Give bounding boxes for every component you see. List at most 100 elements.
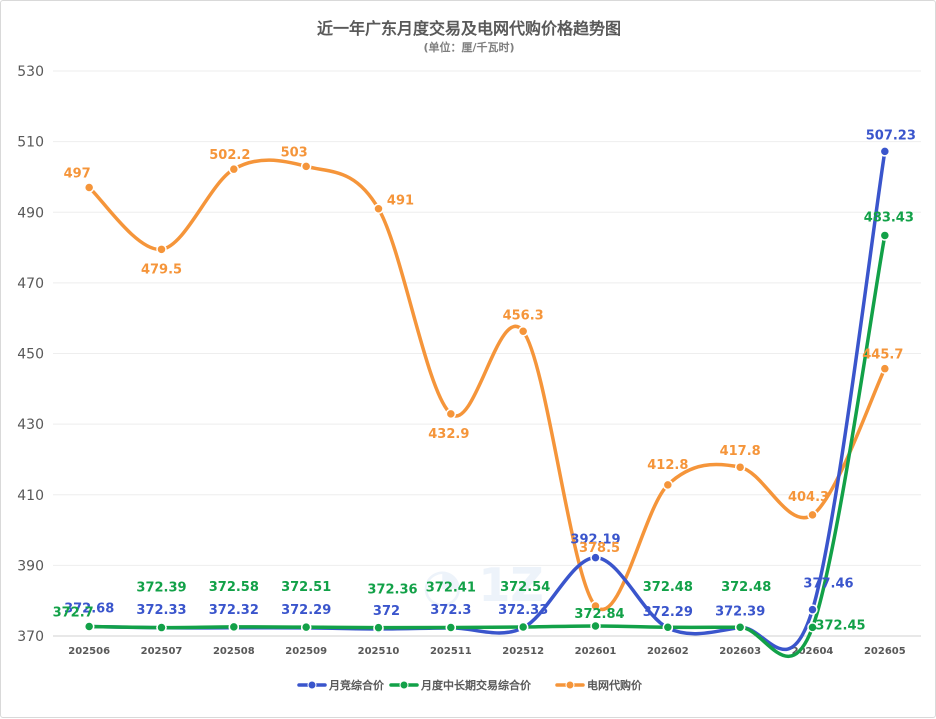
data-label: 507.23: [866, 128, 916, 143]
data-label: 372.51: [281, 580, 331, 595]
y-tick-label: 430: [17, 417, 44, 433]
data-point: [662, 479, 674, 491]
y-tick-label: 530: [17, 64, 44, 80]
data-label: 412.8: [647, 458, 688, 473]
x-tick-label: 202509: [285, 646, 327, 657]
data-label: 372.48: [721, 580, 771, 595]
data-label: 497: [64, 167, 91, 182]
data-label: 372.45: [815, 618, 865, 633]
data-point: [734, 621, 746, 633]
x-tick-label: 202507: [141, 646, 183, 657]
data-label: 392.19: [570, 533, 620, 548]
data-point: [445, 408, 457, 420]
data-point: [807, 622, 818, 633]
data-label: 378.5: [579, 541, 620, 556]
x-tick-label: 202604: [792, 646, 834, 657]
y-tick-label: 450: [17, 347, 44, 363]
data-labels: 372.68 372.33 372.32 372.29 372 372.3 372.33 39…: [53, 128, 916, 633]
chart-title: 近一年广东月度交易及电网代购价格趋势图: [317, 19, 621, 38]
data-label: 502.2: [209, 148, 250, 163]
chart-subtitle: (单位：厘/千瓦时): [423, 40, 514, 54]
data-point: [517, 621, 529, 633]
watermark-logo: ◔ 1Z: [422, 558, 544, 612]
legend-label: 电网代购价: [587, 678, 643, 692]
data-point: [879, 146, 891, 157]
series-line: [87, 158, 887, 612]
x-tick-label: 202512: [502, 646, 544, 657]
data-label: 417.8: [720, 444, 761, 459]
legend-swatch-dot: [307, 680, 317, 690]
x-tick-label: 202508: [213, 646, 255, 657]
data-point: [156, 622, 167, 633]
x-tick-label: 202510: [358, 646, 400, 657]
y-tick-label: 410: [17, 488, 44, 504]
data-point: [300, 161, 312, 172]
data-point: [156, 244, 167, 255]
y-tick-label: 470: [17, 276, 44, 292]
data-label: 372.54: [500, 580, 550, 595]
data-label: 372.3: [430, 603, 471, 618]
data-label: 372.7: [53, 605, 94, 620]
data-point: [662, 621, 674, 633]
series-points: [83, 146, 891, 635]
data-label: 372.32: [209, 603, 259, 618]
data-point: [517, 326, 529, 337]
data-label: 445.7: [862, 348, 903, 363]
grid-lines: [53, 70, 921, 637]
data-point: [83, 182, 95, 193]
data-label: 503: [281, 145, 308, 160]
data-label: 372: [373, 604, 400, 619]
data-label: 372.48: [643, 580, 693, 595]
data-point: [83, 621, 95, 632]
y-tick-label: 390: [17, 558, 44, 574]
data-label: 372.68: [64, 602, 114, 617]
data-point: [590, 620, 601, 632]
data-point: [590, 552, 601, 563]
data-point: [373, 203, 384, 214]
y-axis: 370 390 410 430 450 470 490 510 530: [17, 64, 44, 645]
legend-swatch-dot: [399, 680, 409, 690]
data-label: 372.29: [643, 605, 693, 620]
data-label: 491: [387, 194, 414, 209]
legend-label: 月度中长期交易综合价: [420, 678, 532, 692]
data-point: [590, 600, 601, 612]
data-label: 372.33: [498, 603, 548, 618]
data-point: [879, 230, 891, 241]
data-label: 372.39: [715, 605, 765, 620]
data-label: 372.58: [209, 580, 259, 595]
data-point: [807, 509, 818, 521]
data-label: 372.41: [426, 580, 476, 595]
data-point: [373, 622, 384, 633]
data-label: 404.3: [788, 490, 829, 505]
data-point: [734, 461, 746, 473]
data-label: 377.46: [803, 577, 853, 592]
data-point: [807, 604, 818, 615]
y-tick-label: 510: [17, 135, 44, 151]
data-label: 372.39: [136, 581, 186, 596]
data-point: [228, 621, 240, 633]
data-label: 456.3: [503, 308, 544, 323]
data-label: 483.43: [864, 210, 914, 225]
x-tick-label: 202603: [719, 646, 761, 657]
data-label: 372.29: [281, 603, 331, 618]
data-point: [300, 621, 312, 633]
legend: 月竞综合价 月度中长期交易综合价 电网代购价: [297, 678, 643, 692]
data-point: [445, 622, 457, 633]
data-point: [228, 163, 240, 175]
data-point: [879, 363, 891, 374]
x-tick-label: 202506: [68, 646, 110, 657]
data-label: 432.9: [428, 427, 469, 442]
x-axis: 202506 202507 202508 202509 202510 202511 2025…: [68, 646, 905, 657]
x-tick-label: 202511: [430, 646, 472, 657]
x-tick-label: 202602: [647, 646, 689, 657]
legend-label: 月竞综合价: [328, 678, 385, 692]
y-tick-label: 370: [17, 629, 44, 645]
x-tick-label: 202605: [864, 646, 906, 657]
legend-swatch-dot: [565, 680, 575, 690]
data-label: 372.33: [136, 603, 186, 618]
data-label: 479.5: [141, 262, 182, 277]
data-label: 372.36: [367, 583, 417, 598]
x-tick-label: 202601: [575, 646, 617, 657]
